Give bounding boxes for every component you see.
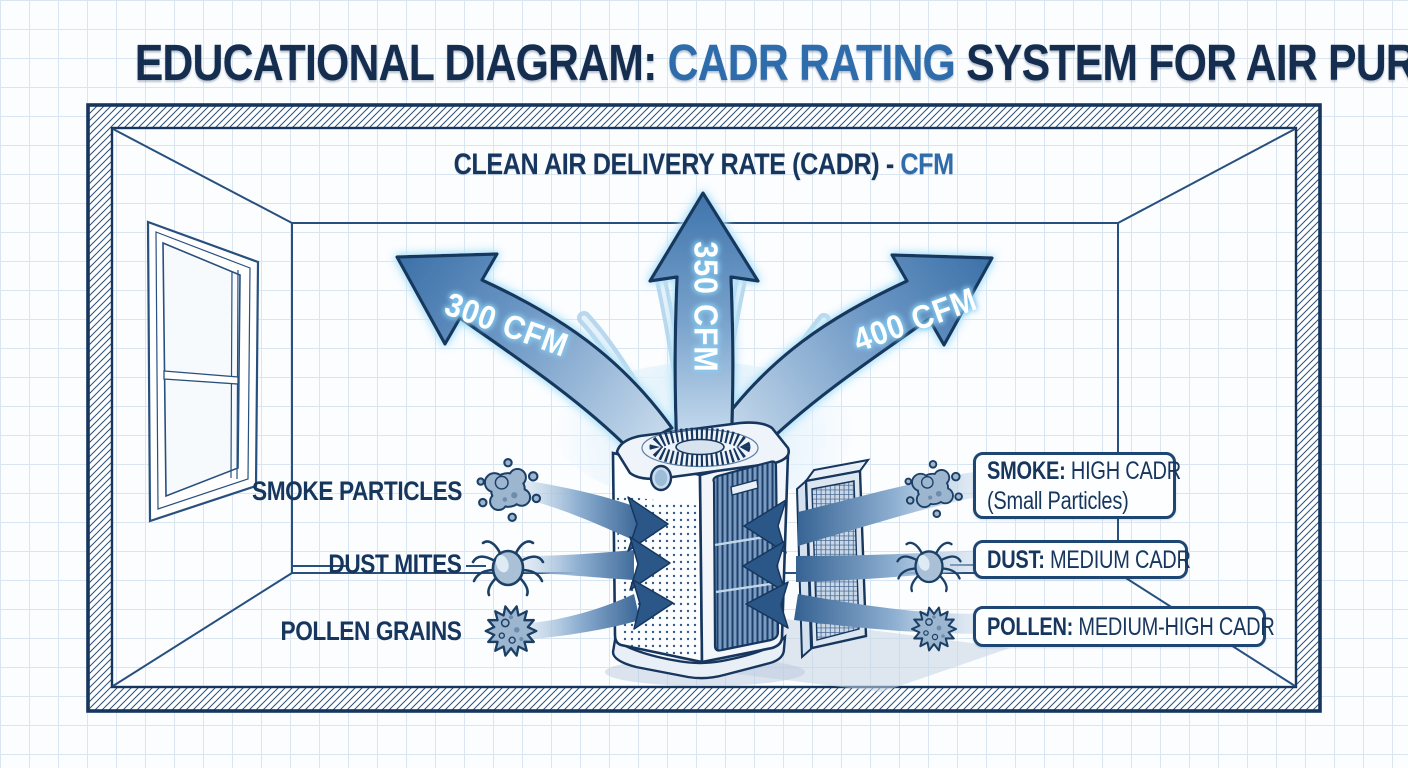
rating-box-smoke: SMOKE: HIGH CADR (Small Particles) — [973, 452, 1181, 519]
rating-box-pollen: POLLEN: MEDIUM-HIGH CADR — [973, 606, 1275, 647]
rating-dust-name: DUST: — [987, 545, 1045, 574]
intake-arrows-left — [514, 479, 674, 640]
rating-box-dust: DUST: MEDIUM CADR — [973, 540, 1191, 579]
title-suffix: SYSTEM FOR AIR PURIFIERS — [966, 34, 1408, 91]
room-frame — [86, 103, 1322, 713]
rating-smoke-note: (Small Particles) — [987, 486, 1129, 515]
rating-pollen-value: MEDIUM-HIGH CADR — [1073, 612, 1275, 641]
label-pollen-grains: POLLEN GRAINS — [280, 616, 462, 646]
rating-dust-value: MEDIUM CADR — [1044, 545, 1191, 574]
rating-smoke-value: HIGH CADR — [1065, 456, 1181, 485]
label-smoke-particles: SMOKE PARTICLES — [251, 476, 462, 506]
title-accent: CADR RATING — [667, 34, 956, 91]
page-title: EDUCATIONAL DIAGRAM: CADR RATING SYSTEM … — [0, 33, 1408, 92]
purifier-base — [611, 633, 787, 680]
cfm-arrow-up-right — [715, 253, 994, 453]
cadr-heading-accent: CFM — [900, 148, 955, 181]
cadr-heading: CLEAN AIR DELIVERY RATE (CADR) - CFM — [88, 148, 1320, 182]
cadr-airflow-arrows — [395, 191, 994, 454]
pollen-grain-icon — [484, 605, 538, 657]
title-prefix: EDUCATIONAL DIAGRAM: — [134, 34, 668, 91]
window — [146, 220, 260, 523]
cadr-heading-main: CLEAN AIR DELIVERY RATE (CADR) - — [453, 148, 901, 181]
label-dust-mites: DUST MITES — [328, 549, 463, 579]
rating-smoke-name: SMOKE: — [987, 456, 1066, 485]
cfm-label-center: 350 CFM — [687, 241, 724, 372]
fan-grille-icon — [641, 427, 759, 468]
rating-pollen-name: POLLEN: — [987, 612, 1074, 641]
power-button-icon — [649, 464, 673, 492]
cfm-arrow-up-left — [395, 252, 674, 452]
